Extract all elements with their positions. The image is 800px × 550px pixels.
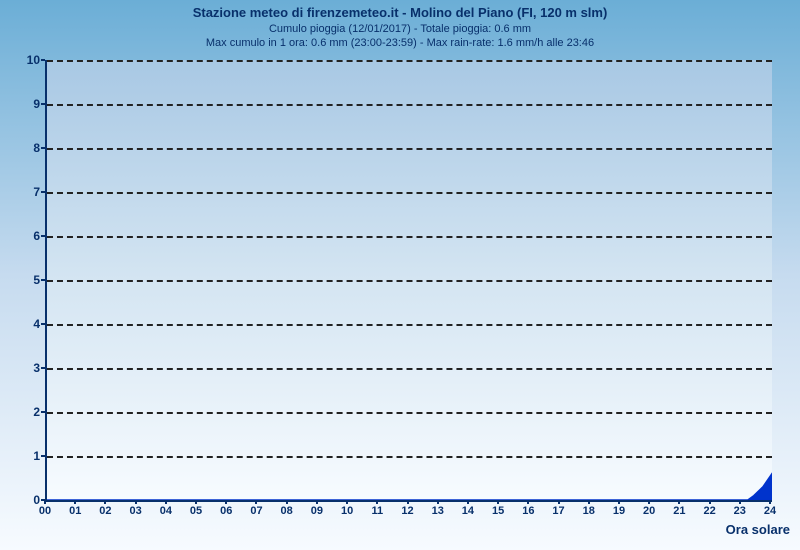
y-tick-mark: [41, 191, 45, 193]
grid-line: [47, 368, 772, 370]
x-tick-mark: [497, 500, 499, 504]
y-tick-label: 10: [12, 53, 40, 67]
y-tick-mark: [41, 235, 45, 237]
x-tick-label: 13: [432, 505, 444, 517]
x-tick-mark: [286, 500, 288, 504]
x-tick-label: 19: [613, 505, 625, 517]
x-axis-label: Ora solare: [726, 522, 790, 537]
x-tick-mark: [739, 500, 741, 504]
y-tick-label: 0: [12, 493, 40, 507]
y-tick-label: 7: [12, 185, 40, 199]
x-tick-label: 03: [130, 505, 142, 517]
x-tick-label: 22: [703, 505, 715, 517]
y-tick-mark: [41, 323, 45, 325]
x-tick-label: 14: [462, 505, 474, 517]
grid-line: [47, 280, 772, 282]
x-tick-mark: [376, 500, 378, 504]
grid-line: [47, 148, 772, 150]
x-tick-mark: [527, 500, 529, 504]
x-tick-mark: [316, 500, 318, 504]
y-tick-mark: [41, 367, 45, 369]
y-tick-label: 2: [12, 405, 40, 419]
x-tick-mark: [648, 500, 650, 504]
x-tick-mark: [618, 500, 620, 504]
grid-line: [47, 324, 772, 326]
x-tick-label: 17: [552, 505, 564, 517]
x-tick-mark: [44, 500, 46, 504]
y-tick-label: 5: [12, 273, 40, 287]
x-tick-label: 24: [764, 505, 776, 517]
y-tick-mark: [41, 411, 45, 413]
y-tick-label: 4: [12, 317, 40, 331]
grid-line: [47, 456, 772, 458]
x-tick-mark: [467, 500, 469, 504]
y-tick-mark: [41, 103, 45, 105]
x-tick-mark: [588, 500, 590, 504]
y-tick-mark: [41, 147, 45, 149]
x-tick-label: 23: [734, 505, 746, 517]
x-tick-label: 02: [99, 505, 111, 517]
chart-subtitle-2: Max cumulo in 1 ora: 0.6 mm (23:00-23:59…: [0, 36, 800, 50]
x-tick-label: 09: [311, 505, 323, 517]
x-tick-label: 21: [673, 505, 685, 517]
chart-subtitle-1: Cumulo pioggia (12/01/2017) - Totale pio…: [0, 22, 800, 36]
x-tick-label: 18: [583, 505, 595, 517]
x-tick-mark: [437, 500, 439, 504]
y-tick-label: 6: [12, 229, 40, 243]
plot-area: [45, 60, 772, 502]
y-tick-mark: [41, 279, 45, 281]
grid-line: [47, 412, 772, 414]
x-tick-mark: [346, 500, 348, 504]
chart-title: Stazione meteo di firenzemeteo.it - Moli…: [0, 5, 800, 22]
y-tick-mark: [41, 455, 45, 457]
x-tick-label: 16: [522, 505, 534, 517]
y-tick-label: 8: [12, 141, 40, 155]
x-tick-label: 15: [492, 505, 504, 517]
x-tick-mark: [407, 500, 409, 504]
x-tick-label: 08: [281, 505, 293, 517]
rain-chart: Stazione meteo di firenzemeteo.it - Moli…: [0, 0, 800, 550]
x-tick-mark: [165, 500, 167, 504]
x-tick-label: 01: [69, 505, 81, 517]
x-tick-mark: [74, 500, 76, 504]
y-tick-mark: [41, 59, 45, 61]
x-tick-label: 10: [341, 505, 353, 517]
grid-line: [47, 60, 772, 62]
x-tick-mark: [678, 500, 680, 504]
x-tick-mark: [709, 500, 711, 504]
x-tick-mark: [104, 500, 106, 504]
y-tick-label: 3: [12, 361, 40, 375]
x-tick-label: 00: [39, 505, 51, 517]
grid-line: [47, 104, 772, 106]
x-tick-label: 12: [401, 505, 413, 517]
y-tick-label: 9: [12, 97, 40, 111]
x-tick-label: 06: [220, 505, 232, 517]
x-tick-mark: [255, 500, 257, 504]
x-tick-label: 04: [160, 505, 172, 517]
x-tick-label: 11: [371, 505, 383, 517]
chart-title-block: Stazione meteo di firenzemeteo.it - Moli…: [0, 5, 800, 50]
x-tick-label: 20: [643, 505, 655, 517]
y-tick-label: 1: [12, 449, 40, 463]
x-tick-mark: [558, 500, 560, 504]
grid-line: [47, 192, 772, 194]
x-tick-mark: [195, 500, 197, 504]
x-tick-mark: [135, 500, 137, 504]
x-tick-label: 05: [190, 505, 202, 517]
x-tick-mark: [769, 500, 771, 504]
x-tick-label: 07: [250, 505, 262, 517]
x-tick-mark: [225, 500, 227, 504]
grid-line: [47, 236, 772, 238]
